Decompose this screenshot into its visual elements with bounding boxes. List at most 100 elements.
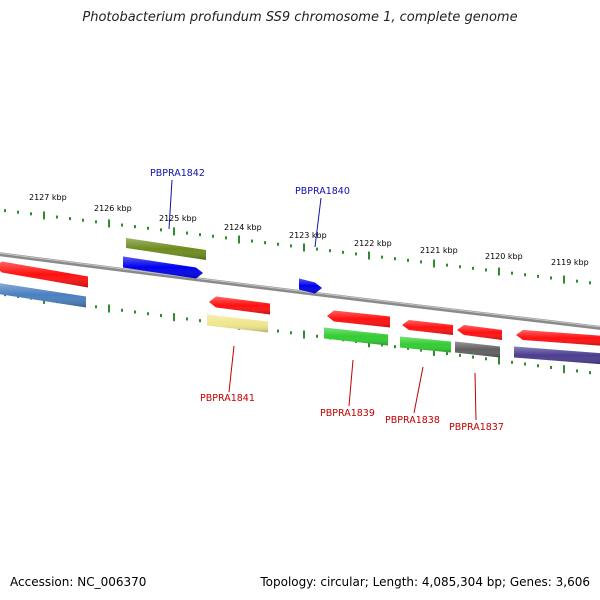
tick-mark — [95, 305, 97, 309]
tick-label: 2123 kbp — [289, 231, 327, 240]
leader-line — [474, 372, 477, 421]
tick-mark — [212, 234, 214, 238]
tick-label: 2120 kbp — [485, 252, 523, 261]
tick-mark — [160, 313, 162, 317]
tick-mark — [108, 304, 110, 313]
tick-mark — [550, 276, 552, 280]
tick-mark — [472, 355, 474, 359]
tick-mark — [43, 211, 45, 220]
tick-label: 2121 kbp — [420, 246, 458, 255]
tick-mark — [277, 329, 279, 333]
tick-mark — [56, 215, 58, 219]
tick-mark — [394, 345, 396, 349]
gene-label-pbpra1837[interactable]: PBPRA1837 — [449, 422, 504, 433]
tick-label: 2119 kbp — [551, 258, 589, 267]
feature-shading — [0, 283, 86, 308]
leader-line — [168, 179, 173, 230]
tick-mark — [121, 223, 123, 227]
tick-mark — [537, 364, 539, 368]
tick-mark — [355, 252, 357, 256]
accession-text: Accession: NC_006370 — [10, 575, 147, 589]
tick-mark — [342, 250, 344, 254]
tick-mark — [420, 348, 422, 352]
feature-shading — [327, 310, 390, 328]
tick-mark — [186, 317, 188, 321]
gene-label-pbpra1841[interactable]: PBPRA1841 — [200, 393, 255, 404]
tick-mark — [576, 369, 578, 373]
tick-mark — [82, 218, 84, 222]
tick-mark — [407, 258, 409, 262]
tick-mark — [498, 267, 500, 276]
tick-mark — [498, 356, 500, 365]
tick-mark — [186, 231, 188, 235]
tick-mark — [576, 279, 578, 283]
gene-label-pbpra1839[interactable]: PBPRA1839 — [320, 408, 375, 419]
tick-label: 2124 kbp — [224, 223, 262, 232]
tick-label: 2125 kbp — [159, 214, 197, 223]
tick-mark — [121, 308, 123, 312]
feature-shading — [514, 346, 600, 365]
tick-mark — [173, 227, 175, 236]
tick-mark — [524, 362, 526, 366]
tick-mark — [472, 266, 474, 270]
tick-mark — [420, 260, 422, 264]
feature-shading — [299, 278, 322, 294]
tick-mark — [446, 263, 448, 267]
tick-mark — [147, 312, 149, 316]
gene-label-pbpra1840[interactable]: PBPRA1840 — [295, 186, 350, 197]
tick-mark — [290, 244, 292, 248]
tick-mark — [316, 334, 318, 338]
tick-label: 2127 kbp — [29, 193, 67, 202]
tick-mark — [368, 251, 370, 260]
tick-mark — [550, 365, 552, 369]
tick-label: 2122 kbp — [354, 239, 392, 248]
tick-mark — [134, 310, 136, 314]
tick-mark — [199, 233, 201, 237]
gene-label-pbpra1838[interactable]: PBPRA1838 — [385, 415, 440, 426]
tick-mark — [459, 265, 461, 269]
tick-mark — [238, 235, 240, 244]
tick-mark — [134, 225, 136, 229]
tick-mark — [563, 365, 565, 374]
tick-mark — [537, 274, 539, 278]
tick-mark — [4, 209, 6, 213]
feature-shading — [324, 327, 388, 346]
leader-line — [314, 197, 322, 248]
tick-mark — [589, 371, 591, 375]
feature-shading — [400, 336, 451, 353]
tick-mark — [433, 259, 435, 268]
tick-mark — [95, 220, 97, 224]
tick-mark — [225, 236, 227, 240]
feature-shading — [0, 261, 88, 288]
tick-mark — [160, 228, 162, 232]
tick-mark — [173, 313, 175, 322]
tick-mark — [381, 255, 383, 259]
tick-mark — [563, 275, 565, 284]
tick-mark — [303, 243, 305, 252]
feature-shading — [516, 330, 600, 346]
feature-shading — [455, 341, 500, 358]
tick-row-top — [4, 209, 591, 285]
tick-mark — [264, 241, 266, 245]
feature-shading — [207, 314, 268, 333]
tick-mark — [459, 353, 461, 357]
tick-mark — [277, 242, 279, 246]
tick-mark — [394, 257, 396, 261]
tick-mark — [303, 330, 305, 339]
tick-mark — [485, 268, 487, 272]
tick-mark — [407, 346, 409, 350]
tick-label: 2126 kbp — [94, 204, 132, 213]
tick-mark — [251, 239, 253, 243]
tick-mark — [446, 352, 448, 356]
leader-line — [413, 366, 424, 414]
tick-mark — [329, 249, 331, 253]
genome-backbone-highlight — [0, 252, 600, 328]
tick-mark — [511, 360, 513, 364]
tick-mark — [485, 357, 487, 361]
map-title: Photobacterium profundum SS9 chromosome … — [82, 10, 518, 25]
feature-shading — [457, 325, 502, 340]
gene-label-pbpra1842[interactable]: PBPRA1842 — [150, 168, 205, 179]
tick-mark — [316, 247, 318, 251]
tick-mark — [69, 217, 71, 221]
feature-shading — [402, 320, 453, 335]
